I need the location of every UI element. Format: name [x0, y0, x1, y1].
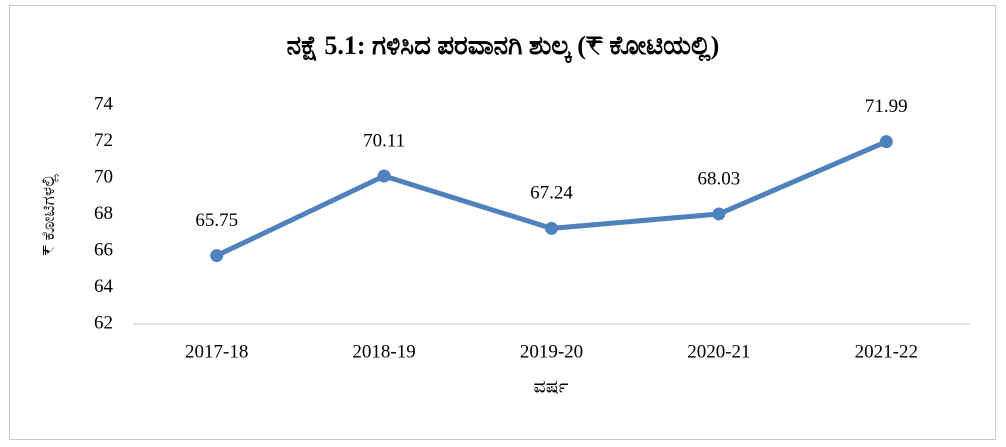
y-tick-label: 68 — [94, 203, 113, 224]
y-axis-label: ₹ ಕೋಟಿಗಳಲ್ಲಿ — [39, 173, 59, 256]
data-label: 70.11 — [363, 130, 405, 151]
x-tick-label: 2020-21 — [687, 341, 750, 362]
data-point — [210, 249, 224, 263]
y-tick-label: 74 — [94, 93, 114, 114]
data-point — [712, 207, 726, 221]
x-axis-label: ವರ್ಷ — [534, 376, 569, 397]
data-point — [377, 169, 391, 183]
data-label: 68.03 — [698, 168, 741, 189]
data-label: 71.99 — [865, 96, 908, 117]
x-tick-label: 2019-20 — [520, 341, 583, 362]
data-label: 65.75 — [195, 210, 238, 231]
x-tick-label: 2021-22 — [855, 341, 918, 362]
chart-frame — [9, 5, 996, 440]
x-tick-label: 2018-19 — [352, 341, 415, 362]
y-tick-label: 72 — [94, 130, 113, 151]
y-tick-label: 62 — [94, 312, 113, 333]
x-tick-label: 2017-18 — [185, 341, 248, 362]
y-tick-label: 66 — [94, 239, 113, 260]
y-tick-label: 64 — [94, 276, 114, 297]
chart-title: ನಕ್ಷೆ 5.1: ಗಳಿಸಿದ ಪರವಾನಗಿ ಶುಲ್ಕ (₹ ಕೋಟಿಯ… — [287, 31, 720, 64]
data-point — [879, 135, 893, 149]
data-label: 67.24 — [530, 183, 573, 204]
data-point — [545, 221, 558, 235]
y-tick-label: 70 — [94, 166, 113, 187]
